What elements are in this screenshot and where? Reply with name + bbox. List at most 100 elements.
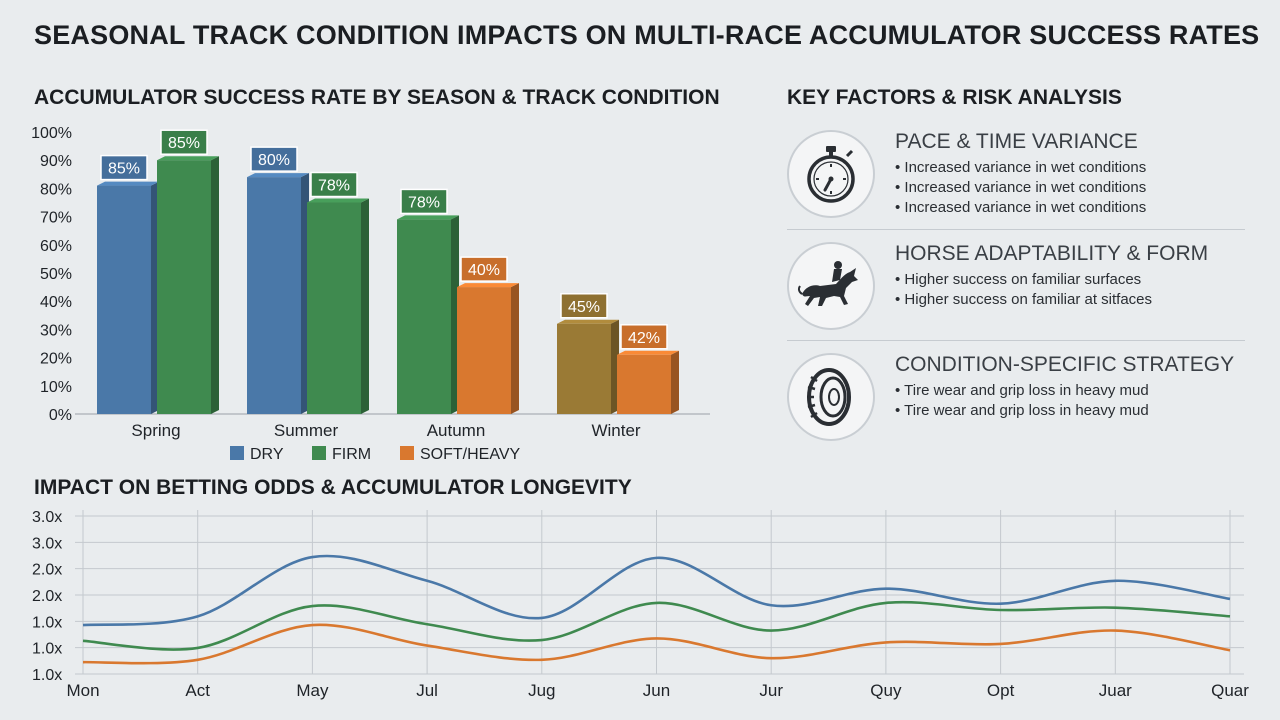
bar-top bbox=[307, 198, 369, 203]
x-tick-label: Juar bbox=[1099, 681, 1132, 700]
bar-top bbox=[97, 181, 159, 186]
data-label: 80% bbox=[258, 152, 290, 169]
bar bbox=[157, 160, 211, 414]
bar bbox=[457, 287, 511, 414]
factor-bullets: Tire wear and grip loss in heavy mud Tir… bbox=[895, 381, 1149, 421]
x-tick-label: May bbox=[296, 681, 329, 700]
data-label-box bbox=[160, 129, 208, 155]
data-label-box bbox=[620, 324, 668, 350]
series-line-2 bbox=[82, 600, 1231, 651]
data-label-box bbox=[400, 188, 448, 215]
bar-top bbox=[247, 173, 309, 178]
factor-bullet: Higher success on familiar surfaces bbox=[895, 270, 1152, 290]
legend-label: SOFT/HEAVY bbox=[420, 446, 520, 463]
factor-strategy: CONDITION-SPECIFIC STRATEGY Tire wear an… bbox=[787, 353, 1247, 453]
factor-bullet: Tire wear and grip loss in heavy mud bbox=[895, 401, 1149, 421]
bar bbox=[97, 185, 151, 414]
x-tick-label: Jun bbox=[643, 681, 670, 700]
y-tick-label: 3.0x bbox=[32, 509, 62, 526]
x-tick-label: Winter bbox=[591, 421, 640, 440]
y-tick-label: 20% bbox=[40, 351, 72, 368]
divider bbox=[787, 340, 1245, 341]
x-tick-label: Jul bbox=[416, 681, 438, 700]
bar-side bbox=[511, 283, 519, 414]
x-tick-label: Summer bbox=[274, 421, 339, 440]
bar bbox=[557, 323, 611, 414]
x-tick-label: Jug bbox=[528, 681, 555, 700]
y-tick-label: 2.0x bbox=[32, 562, 62, 579]
x-tick-label: Act bbox=[185, 681, 210, 700]
factors-title: KEY FACTORS & RISK ANALYSIS bbox=[787, 86, 1122, 109]
x-tick-label: Spring bbox=[131, 421, 180, 440]
bar-winter-dry: 45% bbox=[557, 293, 619, 414]
y-tick-label: 40% bbox=[40, 294, 72, 311]
legend-swatch bbox=[230, 446, 244, 460]
bar-top bbox=[397, 215, 459, 220]
bar-summer-dry: 80% bbox=[247, 146, 309, 414]
y-tick-label: 70% bbox=[40, 210, 72, 227]
bar-spring-firm: 85% bbox=[157, 129, 219, 414]
horse-rider-icon bbox=[787, 242, 875, 330]
y-tick-label: 100% bbox=[31, 125, 72, 142]
bar-top bbox=[157, 156, 219, 161]
factor-pace: PACE & TIME VARIANCE Increased variance … bbox=[787, 130, 1247, 230]
bar-summer-firm: 78% bbox=[307, 171, 369, 414]
y-tick-label: 3.0x bbox=[32, 535, 62, 552]
stopwatch-icon bbox=[787, 130, 875, 218]
main-title: SEASONAL TRACK CONDITION IMPACTS ON MULT… bbox=[34, 20, 1260, 50]
factor-heading: HORSE ADAPTABILITY & FORM bbox=[895, 242, 1209, 265]
data-label: 42% bbox=[628, 330, 660, 347]
y-tick-label: 80% bbox=[40, 181, 72, 198]
bar-chart-title: ACCUMULATOR SUCCESS RATE BY SEASON & TRA… bbox=[34, 86, 720, 109]
factor-bullet: Increased variance in wet conditions bbox=[895, 178, 1146, 198]
bar bbox=[307, 202, 361, 414]
bar-top bbox=[617, 350, 679, 355]
x-tick-label: Mon bbox=[66, 681, 99, 700]
factor-bullet: Tire wear and grip loss in heavy mud bbox=[895, 381, 1149, 401]
divider bbox=[787, 229, 1245, 230]
y-tick-label: 60% bbox=[40, 238, 72, 255]
legend-label: FIRM bbox=[332, 446, 371, 463]
bar-winter-soft-heavy: 42% bbox=[617, 324, 679, 414]
factor-bullet: Increased variance in wet conditions bbox=[895, 198, 1146, 218]
bar-autumn-firm: 78% bbox=[397, 188, 459, 414]
factor-bullet: Increased variance in wet conditions bbox=[895, 158, 1146, 178]
series-line-1 bbox=[82, 554, 1231, 627]
x-tick-label: Jur bbox=[759, 681, 783, 700]
factor-bullet: Higher success on familiar at sitfaces bbox=[895, 290, 1152, 310]
y-tick-label: 1.0x bbox=[32, 641, 62, 658]
bar bbox=[247, 177, 301, 414]
bar-side bbox=[211, 156, 219, 414]
bar-top bbox=[457, 283, 519, 288]
y-tick-label: 2.0x bbox=[32, 588, 62, 605]
x-tick-label: Quar bbox=[1211, 681, 1249, 700]
bar-side bbox=[361, 198, 369, 414]
y-tick-label: 0% bbox=[49, 407, 72, 424]
bar-side bbox=[671, 350, 679, 414]
x-tick-label: Autumn bbox=[427, 421, 486, 440]
data-label-box bbox=[310, 171, 358, 198]
x-tick-label: Quy bbox=[870, 681, 902, 700]
data-label: 40% bbox=[468, 262, 500, 279]
x-tick-label: Opt bbox=[987, 681, 1015, 700]
y-tick-label: 10% bbox=[40, 379, 72, 396]
legend-label: DRY bbox=[250, 446, 284, 463]
data-label-box bbox=[250, 146, 298, 172]
tire-icon bbox=[787, 353, 875, 441]
bar-top bbox=[557, 319, 619, 324]
bar-chart: 0% 10% 20% 30% 40% 50% 60% 70% 80% 90% 100% Spring 8… bbox=[31, 125, 710, 463]
bar-autumn-soft-heavy: 40% bbox=[457, 256, 519, 414]
y-tick-label: 1.0x bbox=[32, 667, 62, 684]
y-tick-label: 50% bbox=[40, 266, 72, 283]
legend-swatch bbox=[312, 446, 326, 460]
legend-swatch bbox=[400, 446, 414, 460]
data-label: 85% bbox=[108, 161, 140, 178]
factor-heading: PACE & TIME VARIANCE bbox=[895, 130, 1138, 153]
factor-bullets: Higher success on familiar surfaces High… bbox=[895, 270, 1152, 310]
data-label: 78% bbox=[318, 178, 350, 195]
bar bbox=[397, 219, 451, 414]
y-tick-label: 30% bbox=[40, 322, 72, 339]
line-chart-title: IMPACT ON BETTING ODDS & ACCUMULATOR LON… bbox=[34, 476, 632, 499]
data-label: 45% bbox=[568, 299, 600, 316]
